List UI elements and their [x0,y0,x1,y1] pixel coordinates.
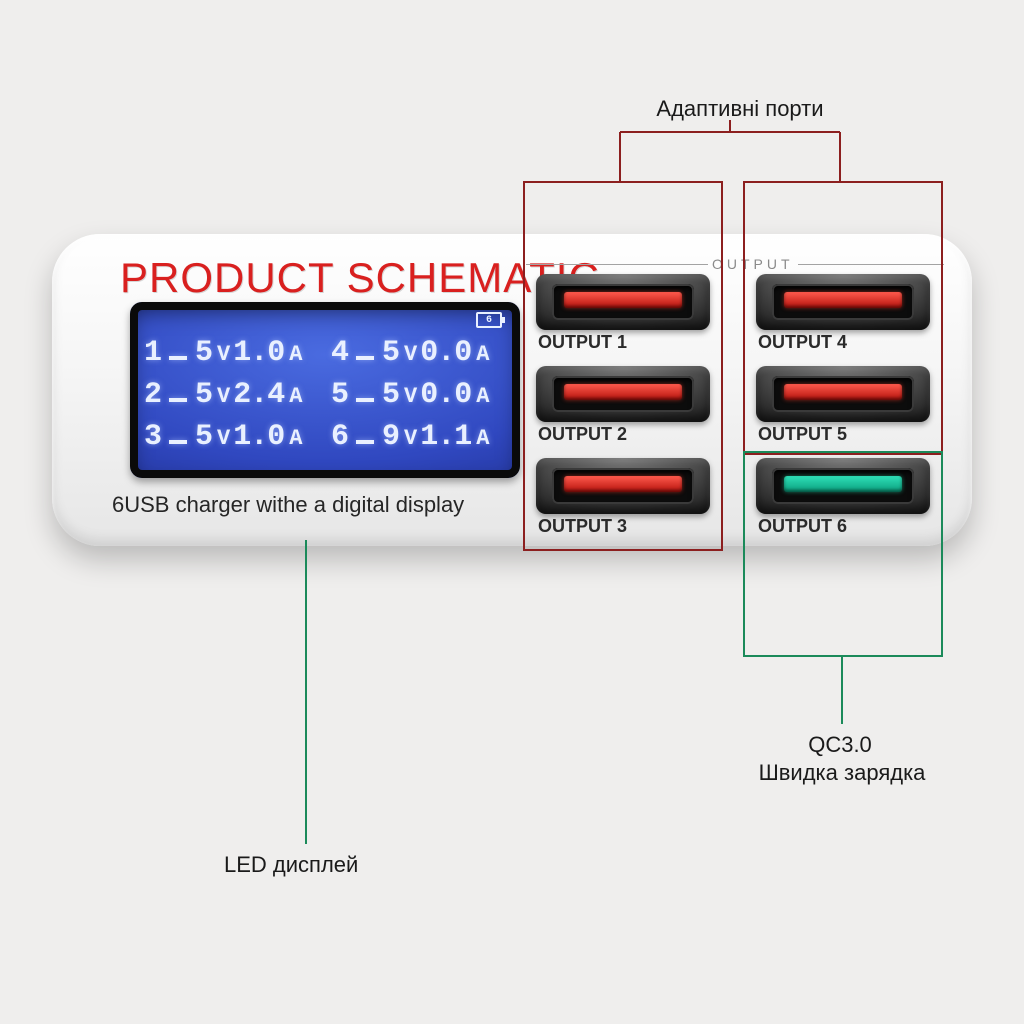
usb-port-3 [536,458,710,514]
reading-5: 55V0.0A [331,378,506,412]
reading-2: 25V2.4A [144,378,319,412]
output-rule-right [798,264,944,265]
usb-port-1 [536,274,710,330]
lcd-display: 6 15V1.0A 45V0.0A 25V2.4A 55V0.0A 35V1.0… [130,302,520,478]
usb-port-5 [756,366,930,422]
led-label: LED дисплей [224,852,424,878]
reading-1: 15V1.0A [144,336,319,370]
output-rule-label: OUTPUT [712,256,794,272]
usb-port-label-2: OUTPUT 2 [538,424,627,445]
product-title: PRODUCT SCHEMATIC [120,254,600,302]
infographic-stage: Адаптивні порти PRODUCT SCHEMATIC OUTPUT… [0,0,1024,1024]
usb-port-label-3: OUTPUT 3 [538,516,627,537]
usb-port-6 [756,458,930,514]
usb-port-label-1: OUTPUT 1 [538,332,627,353]
usb-port-label-4: OUTPUT 4 [758,332,847,353]
battery-icon: 6 [476,312,502,328]
output-rule-left [526,264,708,265]
reading-3: 35V1.0A [144,420,319,454]
usb-port-label-5: OUTPUT 5 [758,424,847,445]
usb-port-label-6: OUTPUT 6 [758,516,847,537]
product-subtitle: 6USB charger withe a digital display [112,492,464,518]
usb-port-2 [536,366,710,422]
qc-label-1: QC3.0 [780,732,900,758]
lcd-readings: 15V1.0A 45V0.0A 25V2.4A 55V0.0A 35V1.0A … [144,336,506,454]
usb-port-4 [756,274,930,330]
qc-label-2: Швидка зарядка [712,760,972,786]
adaptive-ports-label: Адаптивні порти [610,96,870,122]
reading-6: 69V1.1A [331,420,506,454]
reading-4: 45V0.0A [331,336,506,370]
